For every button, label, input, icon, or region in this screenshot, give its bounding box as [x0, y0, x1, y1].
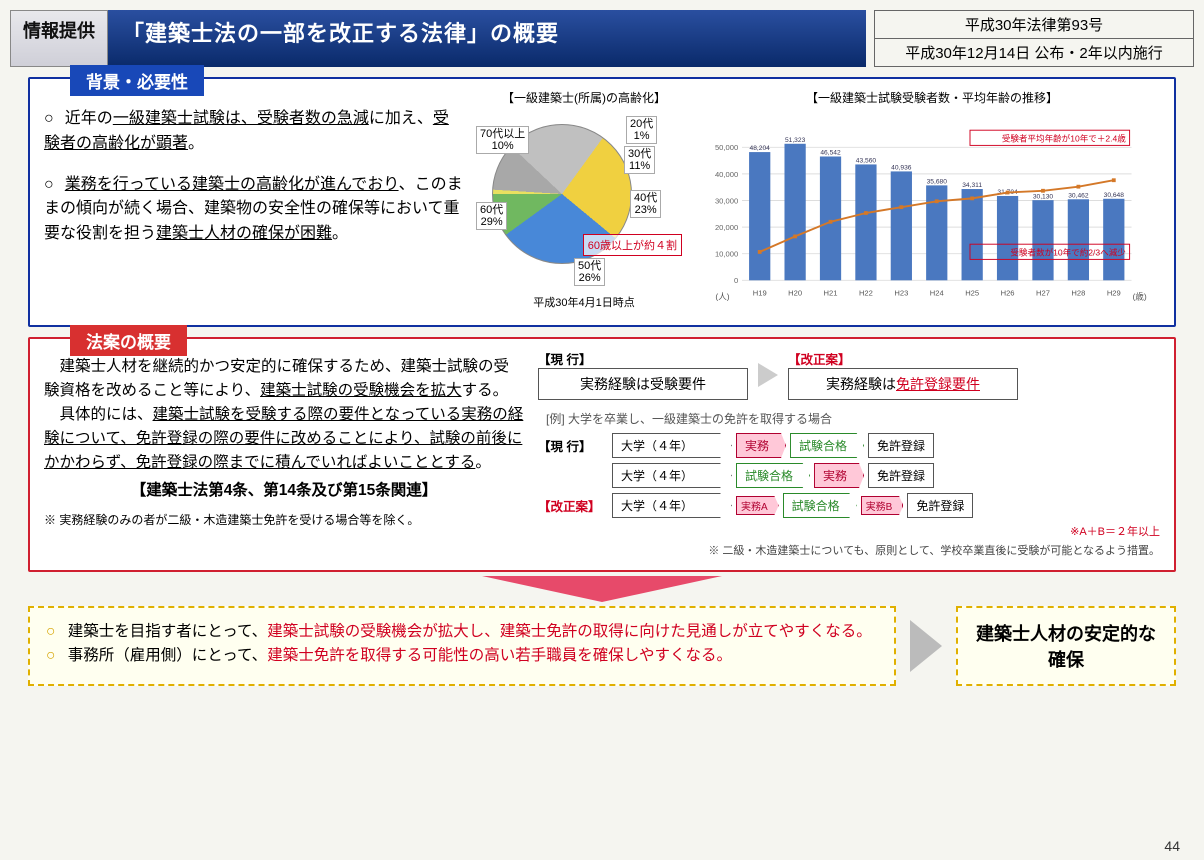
flow-diagram: 【現 行】 実務経験は受験要件 【改正案】 実務経験は免許登録要件 [例] 大学… — [538, 349, 1160, 558]
pie-chart: 【一級建築士(所属)の高齢化】 20代1%30代11%40代23%50代26%6… — [474, 89, 694, 313]
pie-label: 40代23% — [630, 190, 661, 218]
svg-text:H20: H20 — [788, 289, 802, 298]
flow-row-rev2: 【改正案】 大学（４年） 実務A 試験合格 実務B 免許登録 — [538, 493, 1160, 518]
svg-text:43,560: 43,560 — [856, 158, 877, 165]
svg-text:受験者平均年齢が10年で＋2.4歳: 受験者平均年齢が10年で＋2.4歳 — [1002, 133, 1126, 144]
right-arrow-icon — [910, 620, 942, 672]
law-date: 平成30年12月14日 公布・2年以内施行 — [875, 39, 1193, 66]
flow-row-rev1: 【改正案】 大学（４年） 試験合格 実務 免許登録 — [538, 463, 1160, 488]
pie-label: 70代以上10% — [476, 126, 529, 154]
svg-text:46,542: 46,542 — [820, 150, 841, 157]
header: 情報提供 「建築士法の一部を改正する法律」の概要 平成30年法律第93号 平成3… — [10, 10, 1194, 67]
svg-text:30,648: 30,648 — [1104, 192, 1125, 199]
svg-text:51,323: 51,323 — [785, 137, 806, 144]
info-tag: 情報提供 — [10, 10, 108, 67]
result-box: 建築士人材の安定的な確保 — [956, 606, 1176, 686]
svg-text:34,311: 34,311 — [962, 182, 982, 189]
svg-text:30,130: 30,130 — [1033, 193, 1054, 200]
svg-text:H29: H29 — [1107, 289, 1121, 298]
bottom-row: ○建築士を目指す者にとって、建築士試験の受験機会が拡大し、建築士免許の取得に向け… — [28, 606, 1176, 686]
pie-label: 20代1% — [626, 116, 657, 144]
svg-text:H25: H25 — [965, 289, 979, 298]
svg-text:H28: H28 — [1071, 289, 1085, 298]
flow-row-current: 【現 行】 大学（４年） 実務 試験合格 免許登録 — [538, 433, 1160, 458]
svg-text:H22: H22 — [859, 289, 873, 298]
svg-text:H26: H26 — [1001, 289, 1015, 298]
svg-text:10,000: 10,000 — [715, 250, 738, 259]
svg-text:H19: H19 — [753, 289, 767, 298]
down-arrow-icon — [482, 576, 722, 602]
svg-text:35,680: 35,680 — [927, 178, 948, 185]
svg-text:30,462: 30,462 — [1068, 192, 1089, 199]
section-label-overview: 法案の概要 — [70, 325, 187, 356]
svg-text:48,204: 48,204 — [750, 145, 771, 152]
svg-text:40,936: 40,936 — [891, 165, 912, 172]
svg-text:(人): (人) — [715, 291, 729, 301]
svg-text:H23: H23 — [894, 289, 908, 298]
pie-label: 50代26% — [574, 258, 605, 286]
law-number: 平成30年法律第93号 — [875, 11, 1193, 39]
svg-text:H27: H27 — [1036, 289, 1050, 298]
overview-text: 建築士人材を継続的かつ安定的に確保するため、建築士試験の受験資格を改めること等に… — [44, 349, 524, 558]
svg-text:受験者数が10年で約2/3へ減少: 受験者数が10年で約2/3へ減少 — [1010, 247, 1126, 258]
page-title: 「建築士法の一部を改正する法律」の概要 — [108, 10, 866, 67]
background-text: ○近年の一級建築士試験は、受験者数の急減に加え、受験者の高齢化が顕著。 ○業務を… — [44, 89, 464, 313]
pie-label: 30代11% — [624, 146, 655, 174]
svg-text:20,000: 20,000 — [715, 223, 738, 232]
pie-callout: 60歳以上が約４割 — [583, 234, 682, 256]
svg-text:50,000: 50,000 — [715, 143, 738, 152]
svg-text:0: 0 — [734, 276, 738, 285]
pie-label: 60代29% — [476, 202, 507, 230]
arrow-icon — [758, 363, 778, 387]
bar-chart: 【一級建築士試験受験者数・平均年齢の推移】 010,00020,00030,00… — [704, 89, 1160, 313]
page-number: 44 — [1164, 838, 1180, 854]
bar-graphic: 0 10,000 20,000 30,000 40,000 50,000 48,204 H19… — [704, 110, 1160, 310]
section-background: 背景・必要性 ○近年の一級建築士試験は、受験者数の急減に加え、受験者の高齢化が顕… — [28, 77, 1176, 327]
svg-text:H24: H24 — [930, 289, 944, 298]
outcome-box: ○建築士を目指す者にとって、建築士試験の受験機会が拡大し、建築士免許の取得に向け… — [28, 606, 896, 686]
section-label-background: 背景・必要性 — [70, 65, 204, 96]
svg-text:H21: H21 — [824, 289, 838, 298]
svg-text:40,000: 40,000 — [715, 170, 738, 179]
section-overview: 法案の概要 建築士人材を継続的かつ安定的に確保するため、建築士試験の受験資格を改… — [28, 337, 1176, 572]
svg-text:30,000: 30,000 — [715, 196, 738, 205]
law-info-box: 平成30年法律第93号 平成30年12月14日 公布・2年以内施行 — [874, 10, 1194, 67]
svg-text:(歳): (歳) — [1132, 290, 1146, 301]
